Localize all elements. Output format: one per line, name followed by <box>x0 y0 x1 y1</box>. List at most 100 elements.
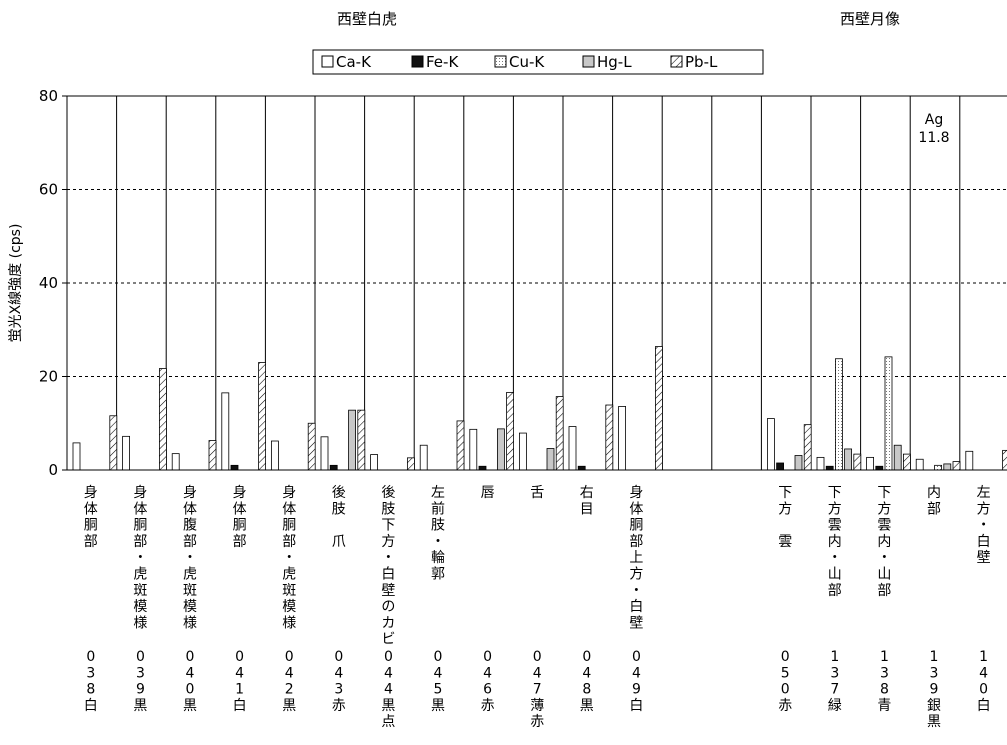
legend-swatch-Pb-L <box>670 55 683 68</box>
legend-swatch-Fe-K <box>411 55 424 68</box>
bar-Ca-K-15 <box>816 456 825 471</box>
bar-Pb-L-8 <box>506 391 515 471</box>
category-label: 内部 <box>927 485 941 517</box>
bar-Fe-K-5 <box>329 464 338 471</box>
bar-Ca-K-5 <box>320 436 329 471</box>
bar-Pb-L-16 <box>903 453 911 471</box>
bar-Ca-K-2 <box>171 453 180 471</box>
category-label: 後肢下方・白壁のカビ <box>381 485 395 648</box>
category-label: 身体胴部・虎斑模様 <box>133 485 147 631</box>
category-label: 右目 <box>580 485 594 517</box>
bar-Pb-L-14 <box>803 424 812 471</box>
legend-label-Pb-L: Pb-L <box>685 53 718 71</box>
category-label: 身体腹部・虎斑模様 <box>183 485 197 631</box>
bar-Ca-K-9 <box>519 432 527 471</box>
category-code: 0 4 4 黒点 <box>381 649 395 730</box>
bar-Pb-L-10 <box>605 404 614 471</box>
bar-Hg-L-16 <box>893 444 902 471</box>
y-tick-label: 0 <box>48 461 58 479</box>
bar-Fe-K-16 <box>875 465 884 471</box>
bar-Ca-K-1 <box>122 435 130 471</box>
category-label: 下方雲内・山部 <box>877 485 891 599</box>
bar-Pb-L-15 <box>853 453 862 471</box>
legend-swatch-Hg-L <box>582 55 595 68</box>
bar-Pb-L-5 <box>357 409 366 471</box>
legend-box <box>312 49 764 75</box>
bar-Hg-L-14 <box>794 455 803 471</box>
bar-Pb-L-0 <box>109 415 118 471</box>
legend-swatch-Cu-K <box>494 55 507 68</box>
bar-Pb-L-7 <box>456 420 465 471</box>
bar-Hg-L-9 <box>546 448 555 471</box>
y-axis-label: 蛍光X線強度 (cps) <box>8 224 24 343</box>
bar-Ca-K-4 <box>270 440 279 471</box>
category-label: 左前肢・輪郭 <box>431 485 445 583</box>
bar-Ca-K-8 <box>469 428 478 471</box>
group-title-1: 西壁月像 <box>840 10 900 28</box>
group-title-0: 西壁白虎 <box>337 10 397 28</box>
category-label: 唇 <box>481 485 495 501</box>
y-tick-label: 40 <box>39 274 58 292</box>
bar-Ca-K-3 <box>221 392 230 471</box>
legend-label-Hg-L: Hg-L <box>597 53 632 71</box>
bar-Ca-K-16 <box>866 456 874 471</box>
category-label: 身体胴部・虎斑模様 <box>282 485 296 631</box>
category-label: 身体胴部上方・白壁 <box>629 485 643 631</box>
annotation-text: 11.8 <box>918 130 949 146</box>
category-label: 後肢 爪 <box>332 485 346 550</box>
category-code: 1 3 9 銀黒 <box>927 649 941 730</box>
bar-Pb-L-6 <box>406 457 415 471</box>
y-tick-label: 60 <box>39 181 58 199</box>
bar-Pb-L-4 <box>307 422 316 471</box>
bar-Ca-K-0 <box>72 442 81 471</box>
bar-Cu-K-17 <box>934 464 942 471</box>
bar-Hg-L-15 <box>844 448 852 471</box>
legend-label-Fe-K: Fe-K <box>426 53 459 71</box>
bar-Pb-L-2 <box>208 440 217 471</box>
y-tick-label: 80 <box>39 87 58 105</box>
bar-Ca-K-7 <box>419 444 428 471</box>
bar-Fe-K-10 <box>577 465 586 471</box>
bar-Ca-K-14 <box>767 418 775 471</box>
bar-Ca-K-17 <box>915 458 924 471</box>
legend-swatch-Ca-K <box>321 55 334 68</box>
bar-Pb-L-17 <box>952 461 961 471</box>
bar-Fe-K-3 <box>230 464 239 471</box>
category-label: 左方・白壁 <box>977 485 991 566</box>
category-label: 下方雲内・山部 <box>828 485 842 599</box>
bar-Hg-L-17 <box>943 463 952 471</box>
bar-Ca-K-6 <box>370 454 379 471</box>
bar-Cu-K-16 <box>884 356 893 471</box>
annotation-text: Ag <box>925 112 943 128</box>
bar-Pb-L-11 <box>655 346 663 471</box>
bar-Ca-K-18 <box>965 450 974 471</box>
category-label: 身体胴部 <box>233 485 247 550</box>
category-label: 下方 雲 <box>778 485 792 550</box>
legend-label-Cu-K: Cu-K <box>509 53 545 71</box>
bar-Pb-L-18 <box>1002 449 1007 471</box>
bar-Fe-K-14 <box>776 462 784 471</box>
category-label: 身体胴部 <box>84 485 98 550</box>
legend-label-Ca-K: Ca-K <box>336 53 372 71</box>
category-code: 0 4 7 薄赤 <box>530 649 544 730</box>
bar-Pb-L-1 <box>158 368 167 471</box>
bar-Fe-K-8 <box>478 465 487 471</box>
category-label: 舌 <box>530 485 544 501</box>
bar-Pb-L-9 <box>555 396 564 471</box>
bar-Cu-K-15 <box>835 358 843 471</box>
y-tick-label: 20 <box>39 368 58 386</box>
